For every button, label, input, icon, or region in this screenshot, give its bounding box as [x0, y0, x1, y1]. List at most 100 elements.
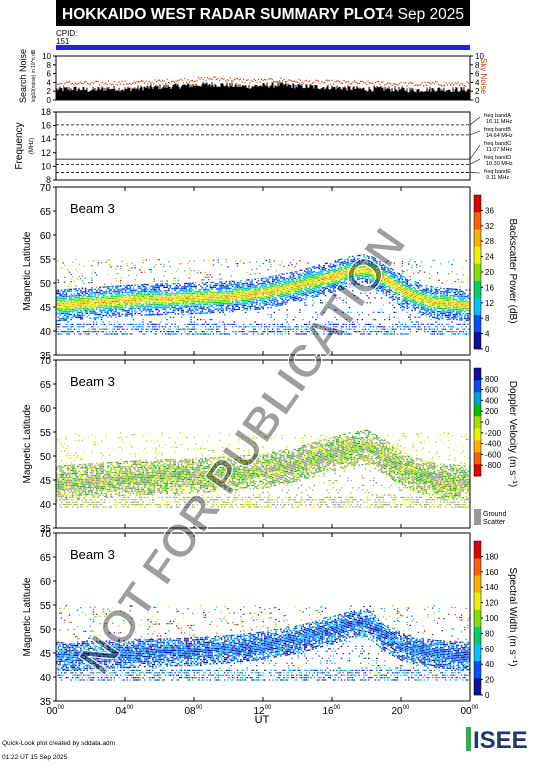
width-panel-colorbar-tick-label: 60	[485, 645, 494, 654]
width-panel-colorbar-tick-label: 120	[485, 599, 499, 608]
velocity-panel-colorbar-segment	[474, 416, 481, 429]
width-panel-colorbar-segment	[474, 558, 481, 576]
frequency-band-value: 11.07 MHz	[486, 147, 512, 153]
x-tick-sup: 00	[472, 705, 479, 711]
isee-logo: ISEE	[466, 727, 528, 754]
velocity-panel-ytick-label: 40	[40, 500, 52, 511]
noise-ytick-right-label: 0	[475, 96, 480, 105]
frequency-band-label: freq bandE	[484, 169, 511, 175]
width-panel-colorbar-tick-label: 160	[485, 568, 499, 577]
velocity-panel-colorbar-segment	[474, 464, 481, 477]
velocity-panel-colorbar-tick-label: -800	[485, 461, 502, 470]
power-panel-data-cells	[56, 259, 471, 310]
noise-ytick-label: 8	[47, 61, 52, 70]
x-tick-label: 00	[460, 706, 472, 717]
power-panel-colorbar-segment	[474, 280, 481, 298]
frequency-ytick-label: 14	[41, 134, 51, 144]
frequency-band-label: freq bandD	[484, 155, 511, 161]
power-panel-ytick-label: 70	[40, 183, 52, 194]
width-panel-colorbar-tick-label: 80	[485, 629, 494, 638]
noise-ytick-label: 10	[42, 52, 51, 61]
power-panel-data-cells	[56, 260, 469, 313]
width-beam-label: Beam 3	[70, 547, 115, 562]
velocity-panel-colorbar-segment	[474, 440, 481, 453]
noise-ytick-right-label: 8	[475, 61, 480, 70]
cpid-label: CPID:	[56, 29, 77, 38]
x-tick-label: 20	[391, 706, 403, 717]
velocity-panel-ytick-label: 50	[40, 452, 52, 463]
velocity-colorbar-label: Doppler Velocity (m s⁻¹)	[507, 381, 518, 487]
width-panel-ytick-label: 45	[40, 649, 52, 660]
width-panel-colorbar-segment	[474, 660, 481, 679]
power-panel-ytick-label: 35	[40, 351, 52, 362]
velocity-panel-colorbar-segment	[474, 428, 481, 441]
sky-noise-label: Sky Noise	[479, 58, 488, 95]
velocity-panel-ytick-label: 45	[40, 476, 52, 487]
power-panel-colorbar-tick-label: 8	[485, 314, 490, 323]
width-panel-data-cells	[56, 605, 471, 681]
width-panel-colorbar-segment	[474, 609, 481, 627]
velocity-panel: 35 40 45 50 55 60 65 70 -800 -600-400 -200 0 200 4006…	[40, 356, 502, 535]
ground-scatter-label-2: Scatter	[483, 519, 506, 526]
power-panel: 35 40 45 50 55 60 65 70 0 4 8 12 16 20 24 28 32 36	[40, 183, 495, 362]
isee-logo-mark	[466, 727, 471, 751]
power-panel-colorbar-segment	[474, 195, 481, 213]
velocity-panel-colorbar-segment	[474, 452, 481, 465]
velocity-panel-colorbar-segment	[474, 368, 481, 381]
power-panel-ytick-label: 40	[40, 327, 52, 338]
power-panel-colorbar-tick-label: 20	[485, 268, 494, 277]
velocity-panel-ytick-label: 55	[40, 428, 52, 439]
power-panel-colorbar-tick-label: 12	[485, 299, 494, 308]
velocity-panel-colorbar-segment	[474, 380, 481, 393]
power-panel-colorbar-tick-label: 36	[485, 206, 494, 215]
frequency-band-leader	[469, 158, 481, 165]
width-panel-colorbar-segment	[474, 643, 481, 662]
velocity-panel-colorbar-segment	[474, 404, 481, 417]
power-panel-ytick-label: 55	[40, 255, 52, 266]
noise-panel: 0 02 24 46 68 810 10	[42, 52, 484, 105]
velocity-panel-data-cells	[56, 432, 471, 508]
frequency-band-value: 16.11 MHz	[486, 119, 512, 125]
frequency-ytick-label: 16	[41, 121, 51, 131]
x-tick-sup: 00	[334, 705, 341, 711]
frequency-ytick-label: 12	[41, 148, 51, 158]
x-tick-sup: 00	[265, 705, 272, 711]
velocity-panel-colorbar-tick-label: 400	[485, 396, 499, 405]
power-panel-ytick-label: 50	[40, 279, 52, 290]
width-panel-ytick-label: 35	[40, 697, 52, 708]
power-beam-label: Beam 3	[70, 201, 115, 216]
width-panel-colorbar-tick-label: 20	[485, 676, 494, 685]
velocity-panel-colorbar-tick-label: -400	[485, 440, 502, 449]
width-colorbar-label: Spectral Width (m s⁻¹)	[507, 567, 518, 666]
frequency-band-value: 9.11 MHz	[486, 175, 509, 181]
power-panel-colorbar-tick-label: 4	[485, 330, 490, 339]
power-panel-colorbar-tick-label: 28	[485, 237, 494, 246]
power-panel-ytick-label: 60	[40, 231, 52, 242]
frequency-band-leader	[469, 144, 481, 160]
frequency-band-leader	[469, 130, 481, 136]
footer-timestamp: 01:22 UT 15 Sep 2025	[2, 754, 68, 761]
width-panel-ytick-label: 55	[40, 601, 52, 612]
noise-ylabel-sub: log10(noise) in 10^n dB	[31, 49, 37, 102]
width-panel-colorbar-tick-label: 180	[485, 552, 499, 561]
width-panel-colorbar-segment	[474, 541, 481, 559]
frequency-ylabel-sub: (MHz)	[29, 138, 35, 154]
noise-ytick-label: 0	[47, 96, 52, 105]
frequency-band-label: freq bandC	[484, 141, 511, 147]
width-panel-data-cells	[56, 605, 471, 681]
frequency-frame	[55, 111, 471, 181]
noise-ytick-right-label: 2	[475, 87, 480, 96]
width-panel-ytick-label: 60	[40, 577, 52, 588]
frequency-band-label: freq bandB	[484, 127, 511, 133]
width-panel-data-cells	[59, 606, 464, 639]
frequency-band-leader	[469, 116, 481, 126]
width-panel-colorbar-segment	[474, 592, 481, 610]
frequency-band-leader	[469, 172, 481, 174]
frequency-ytick-label: 18	[41, 107, 51, 117]
cpid-value: 151	[56, 37, 70, 46]
power-colorbar-label: Backscatter Power (dB)	[507, 218, 518, 323]
power-panel-colorbar-tick-label: 32	[485, 222, 494, 231]
width-panel-colorbar-tick-label: 100	[485, 614, 499, 623]
frequency-band-value: 14.64 MHz	[486, 133, 513, 139]
width-panel-colorbar-segment	[474, 677, 481, 696]
